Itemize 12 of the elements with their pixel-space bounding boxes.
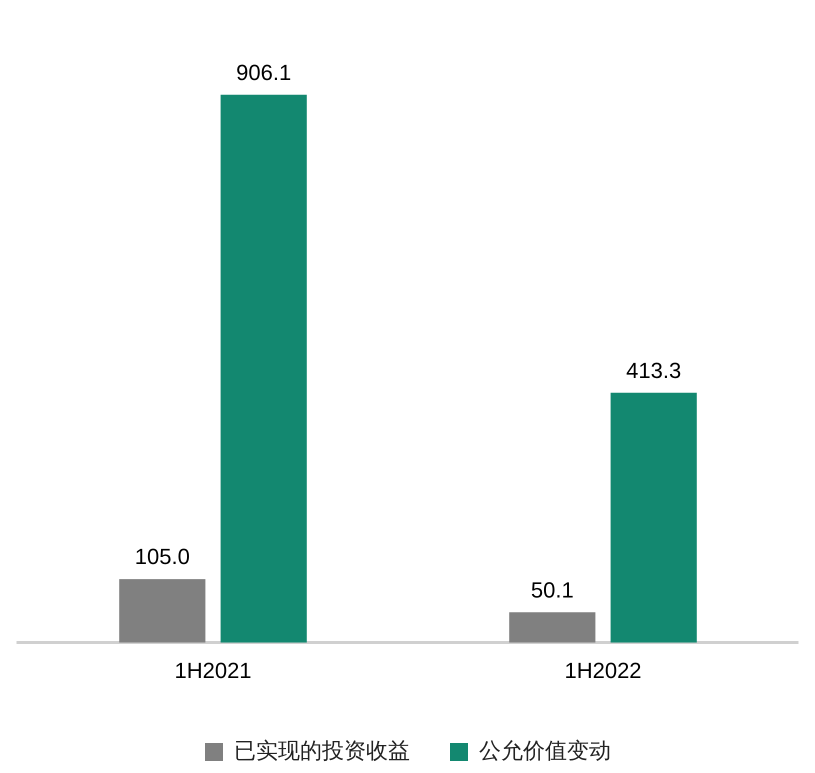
bar bbox=[119, 579, 206, 643]
data-label: 906.1 bbox=[236, 60, 292, 85]
bar bbox=[220, 94, 307, 643]
legend-label: 公允价值变动 bbox=[479, 738, 611, 764]
bar bbox=[610, 392, 697, 643]
legend-label: 已实现的投资收益 bbox=[234, 738, 410, 764]
bar bbox=[509, 612, 596, 643]
x-tick-label: 1H2022 bbox=[564, 658, 642, 683]
x-tick-label: 1H2021 bbox=[174, 658, 252, 683]
data-label: 105.0 bbox=[134, 544, 190, 570]
data-label: 50.1 bbox=[530, 577, 574, 602]
data-label: 413.3 bbox=[626, 358, 682, 383]
